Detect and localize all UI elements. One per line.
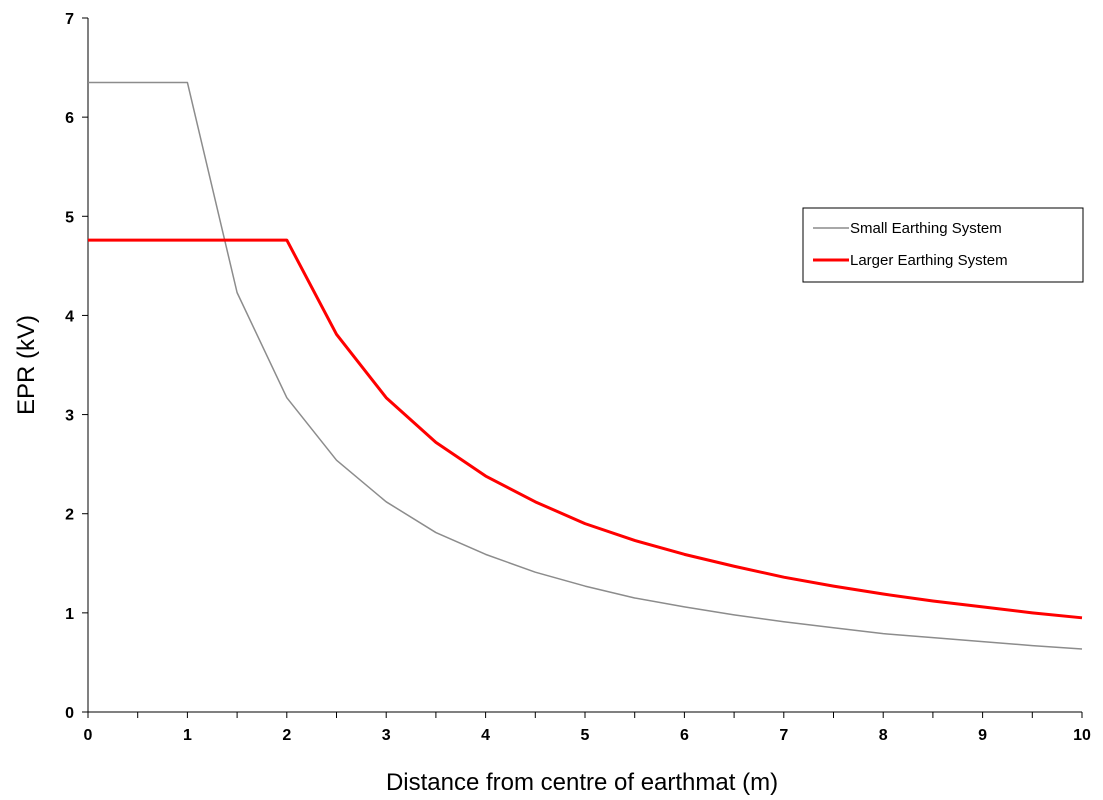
- x-tick-label: 7: [779, 727, 788, 744]
- legend-box: [802, 207, 1084, 283]
- y-tick-label: 2: [65, 507, 74, 524]
- x-tick-label: 6: [680, 727, 689, 744]
- y-tick-label: 3: [65, 408, 74, 425]
- y-tick-label: 6: [65, 110, 74, 127]
- y-tick-label: 4: [65, 308, 74, 325]
- tick-labels: 0 1 2 3 4 5 6 7 8 9 10 0 1 2 3 4 5 6 7: [65, 11, 1091, 744]
- y-tick-label: 7: [65, 11, 74, 28]
- series-lines: [88, 81, 1083, 650]
- x-tick-label: 2: [282, 727, 291, 744]
- series-line-small-earthing-system: [88, 81, 1083, 650]
- x-tick-label: 9: [978, 727, 987, 744]
- series-line-larger-earthing-system: [88, 238, 1083, 620]
- x-tick-label: 5: [581, 727, 590, 744]
- legend-label-larger-earthing-system: Larger Earthing System: [850, 252, 1008, 269]
- legend: Small Earthing System Larger Earthing Sy…: [802, 207, 1084, 283]
- x-tick-label: 0: [84, 727, 93, 744]
- legend-label-small-earthing-system: Small Earthing System: [850, 220, 1002, 237]
- x-tick-label: 4: [481, 727, 490, 744]
- x-tick-label: 3: [382, 727, 391, 744]
- y-tick-label: 5: [65, 209, 74, 226]
- y-axis-title: EPR (kV): [13, 315, 40, 415]
- y-tick-label: 0: [65, 705, 74, 722]
- axes: [87, 18, 1082, 713]
- y-tick-label: 1: [65, 606, 74, 623]
- x-axis-title: Distance from centre of earthmat (m): [386, 769, 778, 796]
- x-tick-label: 1: [183, 727, 192, 744]
- ticks: [82, 17, 1083, 718]
- x-tick-label: 10: [1073, 727, 1091, 744]
- x-tick-label: 8: [879, 727, 888, 744]
